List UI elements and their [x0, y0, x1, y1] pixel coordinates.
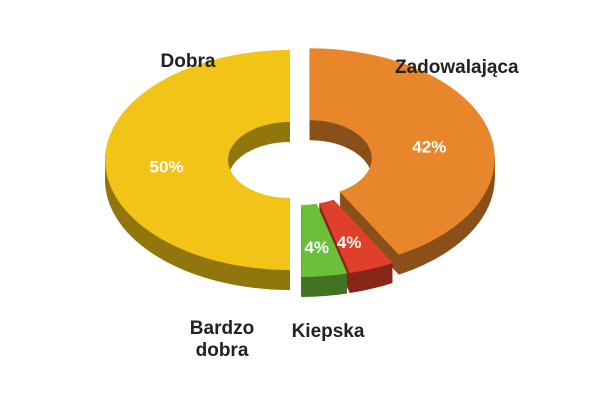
- slice: [309, 48, 495, 255]
- value-label: 4%: [304, 238, 329, 257]
- slice: [301, 203, 348, 277]
- value-label: 42%: [412, 137, 446, 156]
- value-label: 4%: [337, 233, 362, 252]
- slice: [319, 199, 393, 274]
- category-label: Dobra: [160, 51, 216, 72]
- value-label: 50%: [149, 157, 183, 176]
- category-label: Kiepska: [291, 321, 365, 342]
- category-label: Zadowalająca: [395, 57, 519, 78]
- slice: [105, 50, 290, 270]
- category-label: Bardzo dobra: [189, 318, 255, 361]
